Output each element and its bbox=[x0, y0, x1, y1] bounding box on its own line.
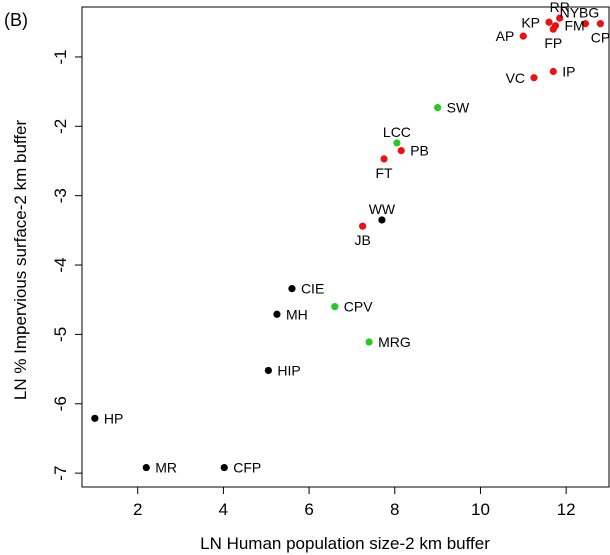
y-tick-label: -1 bbox=[51, 49, 70, 64]
y-tick-label: -7 bbox=[51, 466, 70, 481]
x-axis: 2 4 6 8 10 12 bbox=[133, 487, 576, 519]
data-point bbox=[288, 285, 296, 293]
data-point bbox=[581, 20, 590, 28]
data-point bbox=[393, 139, 401, 147]
y-tick-label: -5 bbox=[51, 327, 70, 342]
point-label: VC bbox=[506, 70, 525, 86]
point-label: MH bbox=[286, 306, 308, 322]
data-point bbox=[331, 303, 339, 311]
point-label: SW bbox=[447, 100, 470, 116]
data-point bbox=[380, 155, 388, 163]
y-tick-label: -2 bbox=[51, 119, 70, 134]
data-point bbox=[556, 14, 564, 22]
data-point bbox=[220, 463, 228, 472]
x-tick-label: 4 bbox=[219, 500, 228, 519]
point-label: IP bbox=[562, 64, 575, 80]
data-point bbox=[378, 216, 386, 224]
data-point bbox=[549, 67, 557, 76]
x-tick-label: 6 bbox=[304, 500, 313, 519]
data-point bbox=[91, 414, 99, 422]
data-point bbox=[142, 463, 150, 472]
data-point bbox=[397, 146, 405, 155]
data-point bbox=[264, 366, 272, 375]
point-label: FP bbox=[544, 35, 562, 51]
y-axis-title: LN % Impervious surface-2 km buffer bbox=[11, 120, 30, 401]
data-point bbox=[545, 18, 553, 26]
x-tick-label: 2 bbox=[133, 500, 142, 519]
point-label: FM bbox=[564, 18, 584, 34]
data-point bbox=[596, 20, 605, 28]
data-point bbox=[549, 25, 557, 33]
y-tick-label: -6 bbox=[51, 396, 70, 411]
plot-frame bbox=[81, 6, 610, 488]
x-tick-label: 10 bbox=[471, 500, 490, 519]
point-label: MRG bbox=[378, 334, 411, 350]
x-axis-title: LN Human population size-2 km buffer bbox=[200, 534, 490, 553]
plot-border bbox=[81, 6, 610, 488]
x-tick-label: 8 bbox=[390, 500, 399, 519]
point-label: CP bbox=[591, 30, 610, 46]
data-point bbox=[530, 74, 538, 82]
x-tick-label: 12 bbox=[557, 500, 576, 519]
point-label: FT bbox=[376, 165, 394, 181]
y-axis: -1 -2 -3 -4 -5 -6 -7 bbox=[51, 49, 82, 481]
data-point bbox=[519, 32, 527, 40]
point-label: KP bbox=[521, 14, 540, 30]
point-label: CFP bbox=[233, 460, 261, 476]
y-tick-label: -4 bbox=[51, 257, 70, 272]
data-point bbox=[359, 222, 367, 230]
point-label: HIP bbox=[277, 362, 300, 378]
data-point bbox=[434, 103, 442, 112]
point-label: RR bbox=[550, 0, 570, 15]
point-label: PB bbox=[410, 143, 429, 159]
point-label: CIE bbox=[301, 281, 324, 297]
panel-label: (B) bbox=[4, 10, 28, 30]
data-point bbox=[365, 338, 373, 346]
point-label: HP bbox=[104, 410, 123, 426]
point-label: MR bbox=[155, 460, 177, 476]
point-label: JB bbox=[354, 232, 370, 248]
point-label: AP bbox=[496, 28, 515, 44]
point-label: LCC bbox=[383, 124, 411, 140]
point-label: NYBG bbox=[560, 5, 600, 21]
data-point bbox=[273, 310, 281, 318]
y-tick-label: -3 bbox=[51, 188, 70, 203]
point-label: WW bbox=[369, 201, 396, 217]
point-label: CPV bbox=[344, 299, 373, 315]
